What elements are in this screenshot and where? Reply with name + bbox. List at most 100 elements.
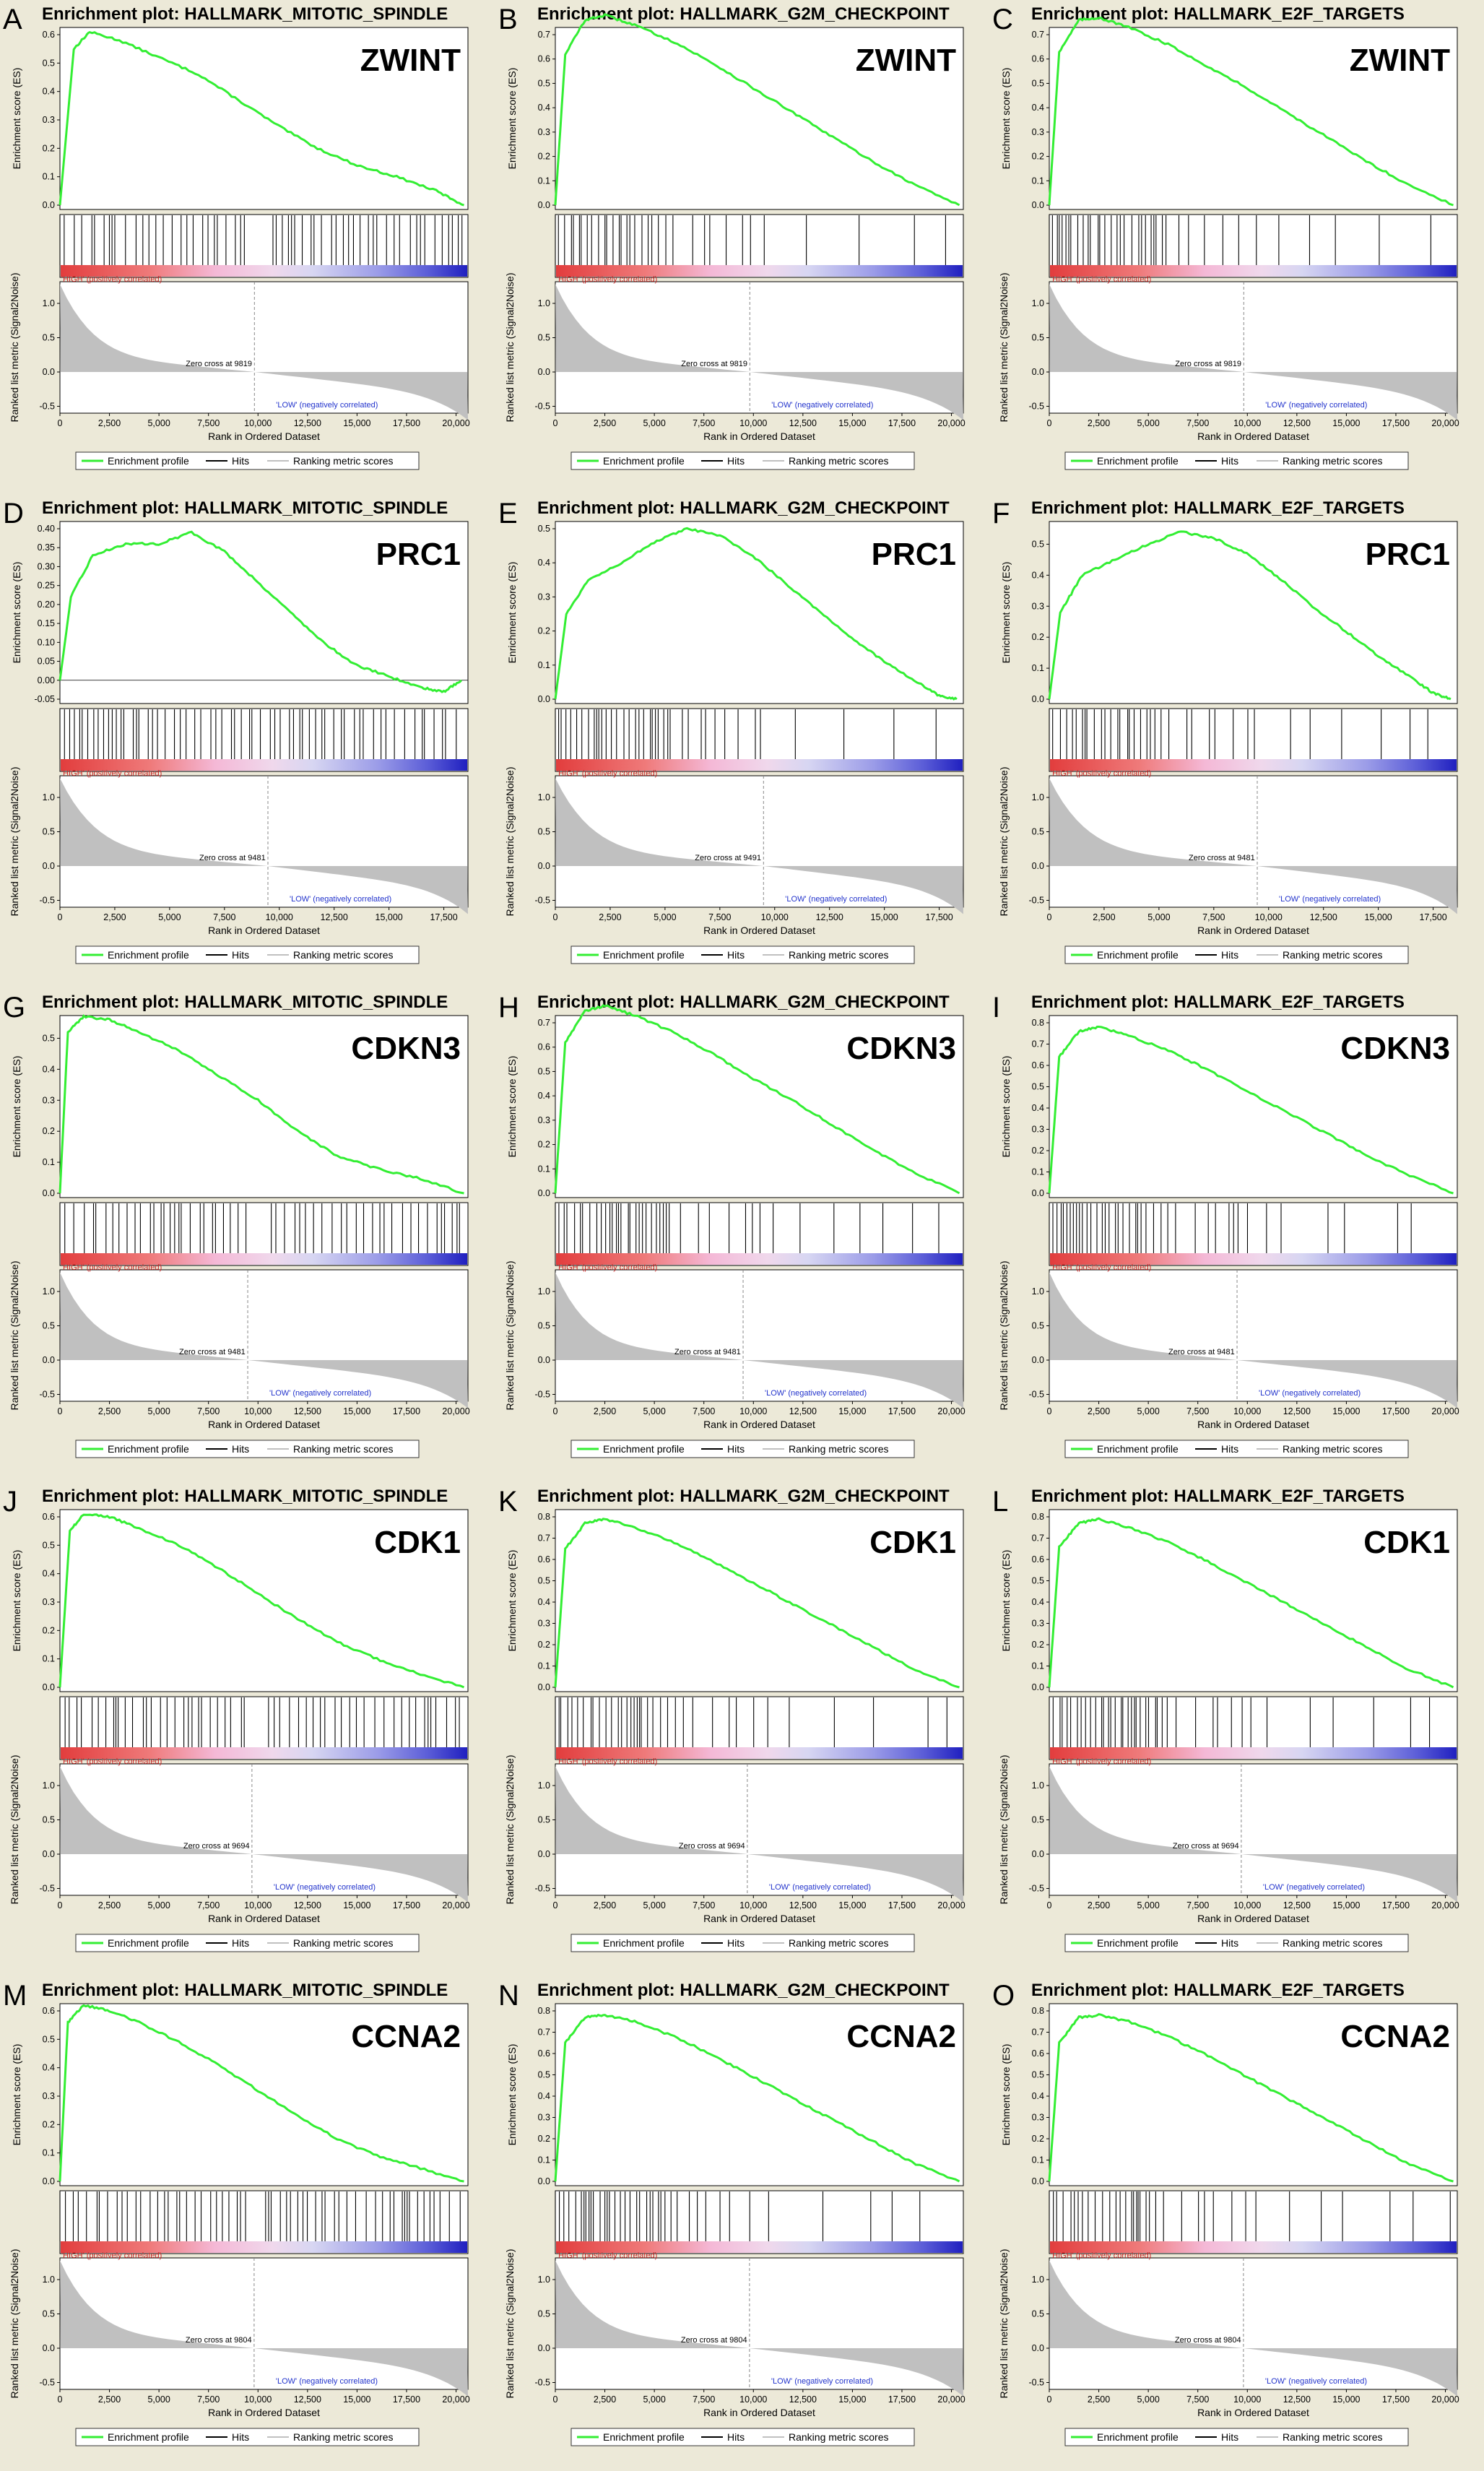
metric-tick-label: 1.0 <box>1032 1780 1044 1791</box>
x-tick-label: 5,000 <box>643 1406 665 1416</box>
legend-box <box>75 1934 420 1952</box>
x-tick-label: 20,000 <box>937 418 965 428</box>
metric-tick-label: 1.0 <box>538 1286 550 1297</box>
low-label: 'LOW' (negatively correlated) <box>274 1883 376 1892</box>
es-tick-label: 0.3 <box>43 115 55 125</box>
gsea-panel-l: L Enrichment plot: HALLMARK_E2F_TARGETS 0.… <box>992 1486 1459 1952</box>
low-label: 'LOW' (negatively correlated) <box>1259 1389 1361 1398</box>
x-tick-label: 0 <box>58 912 63 922</box>
zero-cross-label: Zero cross at 9481 <box>1189 854 1255 862</box>
gene-label: CDKN3 <box>1340 1031 1450 1066</box>
x-axis-title: Rank in Ordered Dataset <box>1197 1419 1309 1430</box>
es-tick-label: 0.2 <box>538 626 550 636</box>
es-plot-area <box>555 1509 964 1692</box>
metric-tick-label: -0.5 <box>1028 2378 1044 2388</box>
x-axis-title: Rank in Ordered Dataset <box>208 1419 320 1430</box>
legend-metric-label: Ranking metric scores <box>1283 455 1383 467</box>
metric-tick-label: 0.0 <box>538 1849 550 1859</box>
metric-plot-area <box>555 1763 964 1896</box>
rank-color-bar <box>1050 265 1457 277</box>
low-label: 'LOW' (negatively correlated) <box>1265 401 1367 410</box>
legend-profile-label: Enrichment profile <box>108 455 189 467</box>
es-axis-title: Enrichment score (ES) <box>1000 2044 1012 2146</box>
metric-tick-label: 1.0 <box>1032 2275 1044 2285</box>
x-tick-label: 12,500 <box>789 2394 817 2405</box>
es-tick-label: 0.5 <box>43 1540 55 1550</box>
x-tick-label: 0 <box>1047 1900 1052 1910</box>
metric-tick-label: -0.5 <box>39 1884 55 1894</box>
x-tick-label: 10,000 <box>739 2394 767 2405</box>
high-label: 'HIGH' (positively correlated) <box>557 1263 657 1272</box>
legend-metric-label: Ranking metric scores <box>789 1443 889 1455</box>
legend-metric-label: Ranking metric scores <box>293 1937 394 1949</box>
x-tick-label: 15,000 <box>376 912 403 922</box>
legend-metric-label: Ranking metric scores <box>293 2431 394 2443</box>
metric-tick-label: -0.5 <box>534 1884 550 1894</box>
es-tick-label: 0.2 <box>538 2134 550 2144</box>
es-tick-label: 0.6 <box>1032 1060 1044 1070</box>
panel-letter: O <box>992 1980 1015 2012</box>
metric-tick-label: 0.0 <box>43 861 55 871</box>
metric-tick-label: -0.5 <box>1028 896 1044 906</box>
x-tick-label: 2,500 <box>98 1900 121 1910</box>
x-tick-label: 5,000 <box>643 2394 665 2405</box>
legend-box <box>75 2428 420 2446</box>
legend-box <box>570 2428 915 2446</box>
plot-title: Enrichment plot: HALLMARK_G2M_CHECKPOINT <box>537 992 950 1012</box>
high-label: 'HIGH' (positively correlated) <box>557 1757 657 1766</box>
es-tick-label: 0.2 <box>1032 632 1044 642</box>
legend-metric-label: Ranking metric scores <box>789 2431 889 2443</box>
es-axis-title: Enrichment score (ES) <box>1000 1056 1012 1158</box>
x-tick-label: 2,500 <box>594 1900 616 1910</box>
es-tick-label: 0.2 <box>43 2119 55 2129</box>
metric-tick-label: -0.5 <box>534 402 550 412</box>
gene-label: CCNA2 <box>1340 2019 1450 2054</box>
high-label: 'HIGH' (positively correlated) <box>1051 2251 1151 2260</box>
es-tick-label: 0.05 <box>38 657 55 667</box>
x-tick-label: 7,500 <box>213 912 235 922</box>
metric-tick-label: 0.0 <box>538 861 550 871</box>
x-tick-label: 10,000 <box>244 1406 272 1416</box>
enrichment-curve <box>58 530 462 693</box>
metric-axis-title: Ranked list metric (Signal2Noise) <box>504 2249 516 2399</box>
x-tick-label: 2,500 <box>103 912 126 922</box>
es-tick-label: 0.1 <box>43 2148 55 2158</box>
metric-tick-label: 0.0 <box>1032 861 1044 871</box>
legend-hits-label: Hits <box>727 2431 745 2443</box>
es-tick-label: 0.5 <box>538 1576 550 1586</box>
enrichment-curve <box>58 2004 464 2183</box>
high-label: 'HIGH' (positively correlated) <box>61 2251 162 2260</box>
metric-tick-label: 1.0 <box>1032 1286 1044 1297</box>
zero-cross-label: Zero cross at 9694 <box>1173 1842 1239 1851</box>
x-tick-label: 0 <box>553 2394 558 2405</box>
es-tick-label: 0.0 <box>43 200 55 210</box>
plot-title: Enrichment plot: HALLMARK_E2F_TARGETS <box>1031 4 1405 24</box>
low-label: 'LOW' (negatively correlated) <box>765 1389 867 1398</box>
high-label: 'HIGH' (positively correlated) <box>557 275 657 284</box>
x-tick-label: 12,500 <box>789 418 817 428</box>
es-plot-area <box>555 2003 964 2186</box>
x-tick-label: 17,500 <box>888 1900 916 1910</box>
es-tick-label: 0.2 <box>538 1640 550 1650</box>
low-label: 'LOW' (negatively correlated) <box>1263 1883 1365 1892</box>
rank-color-bar <box>556 1253 963 1265</box>
legend-hits-label: Hits <box>1221 1937 1238 1949</box>
x-tick-label: 10,000 <box>761 912 789 922</box>
es-tick-label: 0.4 <box>538 1597 550 1607</box>
es-tick-label: 0.3 <box>43 1597 55 1607</box>
x-tick-label: 0 <box>1047 2394 1052 2405</box>
es-tick-label: 0.4 <box>1032 1103 1044 1113</box>
high-label: 'HIGH' (positively correlated) <box>61 1757 162 1766</box>
x-tick-label: 7,500 <box>693 1406 715 1416</box>
x-tick-label: 2,500 <box>594 1406 616 1416</box>
metric-tick-label: 0.0 <box>1032 1849 1044 1859</box>
zero-cross-label: Zero cross at 9481 <box>674 1348 741 1356</box>
metric-tick-label: 1.0 <box>538 1780 550 1791</box>
es-tick-label: 0.1 <box>538 1164 550 1174</box>
x-tick-label: 0 <box>58 1900 63 1910</box>
legend-profile-label: Enrichment profile <box>603 2431 685 2443</box>
es-tick-label: 0.3 <box>538 1619 550 1629</box>
high-label: 'HIGH' (positively correlated) <box>1051 769 1151 778</box>
es-tick-label: 0.0 <box>538 694 550 704</box>
enrichment-curve <box>554 1518 960 1689</box>
